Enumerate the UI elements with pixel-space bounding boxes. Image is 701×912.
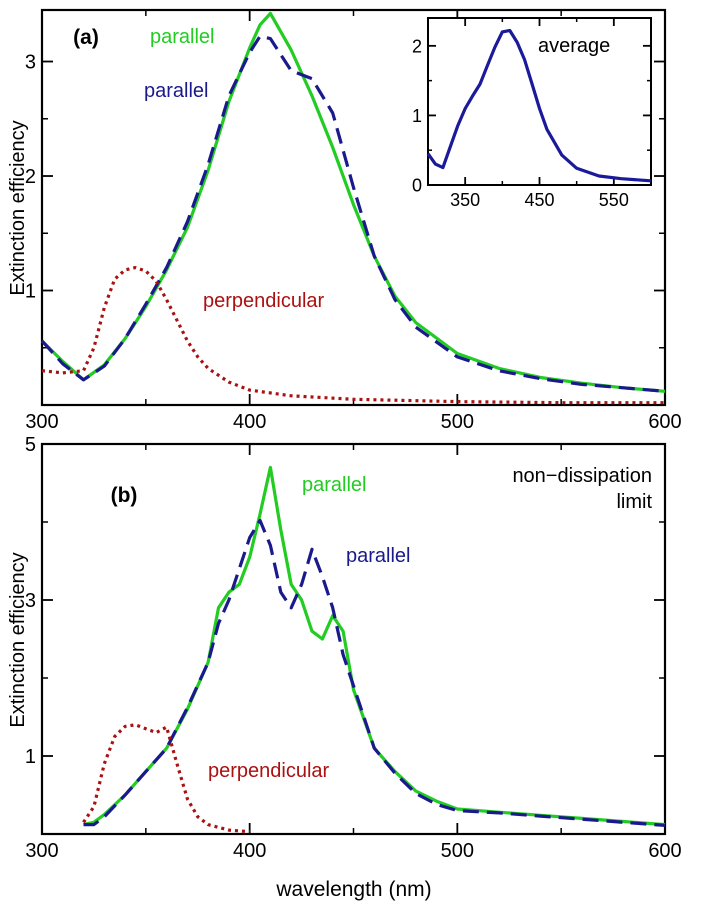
panel-b-ytick-label: 1 xyxy=(25,746,36,768)
panel-b-label: (b) xyxy=(111,484,138,507)
panel-a-parallel-dashed-label: parallel xyxy=(144,80,208,102)
inset-ytick-label: 0 xyxy=(412,175,422,195)
panel-b-xtick-label: 500 xyxy=(441,840,474,862)
panel-b-parallel-solid-label: parallel xyxy=(302,474,366,496)
panel-a-label: (a) xyxy=(73,26,99,49)
inset-xtick-label: 350 xyxy=(450,190,480,210)
panel-b-series xyxy=(82,465,666,834)
panel-a-ytick-label: 2 xyxy=(25,166,36,188)
panel-a-ylabel: Extinction efficiency xyxy=(7,120,29,295)
panel-a: 300 400 500 600 1 2 3 (a) Extinction efficienc… xyxy=(7,8,682,433)
panel-a-xtick-label: 400 xyxy=(233,411,266,433)
panel-b-note-line1: non−dissipation xyxy=(512,465,652,487)
panel-b-parallel-dashed-label: parallel xyxy=(346,545,410,567)
panel-b-series-perpendicular-dotted xyxy=(82,723,250,834)
panel-b-axes: 300 400 500 600 1 3 5 xyxy=(25,434,682,862)
x-axis-label: wavelength (nm) xyxy=(275,878,431,901)
panel-b-note-line2: limit xyxy=(616,491,652,513)
inset-ytick-label: 1 xyxy=(412,106,422,126)
inset-average-label: average xyxy=(538,35,610,57)
panel-a-xtick-label: 500 xyxy=(441,411,474,433)
panel-b-xtick-label: 400 xyxy=(233,840,266,862)
panel-b: 300 400 500 600 1 3 5 (b) Extinction efficienc… xyxy=(7,434,682,901)
inset-chart: 350 450 550 0 1 2 average xyxy=(412,17,652,210)
panel-a-xtick-label: 600 xyxy=(648,411,681,433)
inset-axes: 350 450 550 0 1 2 xyxy=(412,18,652,210)
panel-a-series xyxy=(40,11,666,405)
panel-b-ylabel: Extinction efficiency xyxy=(7,552,29,727)
panel-b-ytick-label: 3 xyxy=(25,590,36,612)
panel-b-xtick-label: 600 xyxy=(648,840,681,862)
inset-xtick-label: 550 xyxy=(599,190,629,210)
panel-a-ytick-label: 1 xyxy=(25,281,36,303)
panel-a-parallel-solid-label: parallel xyxy=(150,26,214,48)
panel-a-perpendicular-label: perpendicular xyxy=(203,290,325,312)
panel-b-series-parallel-solid xyxy=(83,465,666,827)
inset-series xyxy=(426,28,652,183)
inset-xtick-label: 450 xyxy=(524,190,554,210)
panel-b-ytick-label: 5 xyxy=(25,434,36,456)
inset-series-average-solid xyxy=(426,28,652,183)
panel-a-series-parallel-dashed xyxy=(40,34,666,393)
inset-ytick-label: 2 xyxy=(412,36,422,56)
panel-a-ytick-label: 3 xyxy=(25,52,36,74)
inset-frame xyxy=(427,17,652,186)
panel-b-series-parallel-dashed xyxy=(83,518,666,827)
panel-a-xtick-label: 300 xyxy=(25,411,58,433)
panel-a-axes: 300 400 500 600 1 2 3 xyxy=(25,10,682,433)
panel-b-perpendicular-label: perpendicular xyxy=(208,760,330,782)
panel-b-xtick-label: 300 xyxy=(25,840,58,862)
